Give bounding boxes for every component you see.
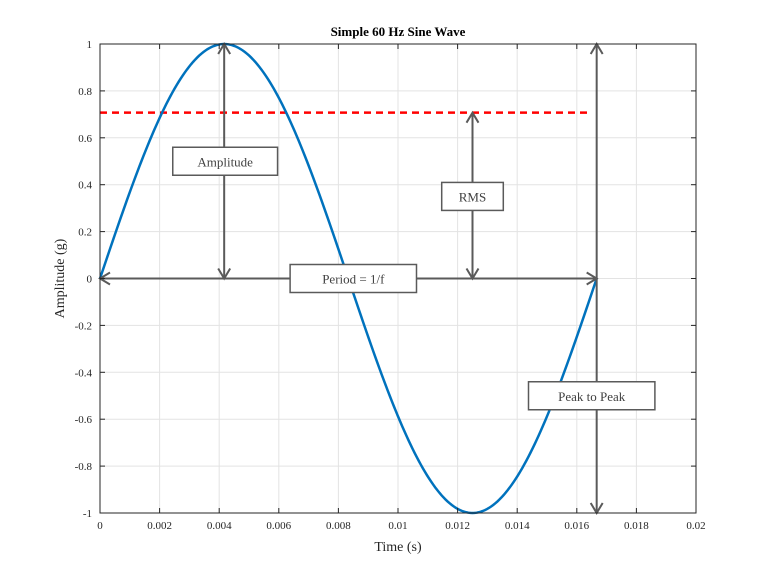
y-tick-label: -0.6 xyxy=(75,414,93,426)
y-tick-label: -0.4 xyxy=(75,367,93,379)
x-tick-label: 0.018 xyxy=(624,520,649,532)
annotation-label: Period = 1/f xyxy=(322,272,385,287)
y-tick-label: -0.2 xyxy=(75,320,92,332)
annotation-label: Amplitude xyxy=(197,154,253,169)
x-axis-title: Time (s) xyxy=(374,540,422,555)
annotation-peak-to-peak: Peak to Peak xyxy=(527,381,656,411)
x-tick-label: 0.014 xyxy=(505,520,530,532)
x-tick-label: 0.02 xyxy=(686,520,705,532)
chart-title: Simple 60 Hz Sine Wave xyxy=(331,24,466,39)
annotation-amplitude: Amplitude xyxy=(172,146,279,176)
x-tick-label: 0.002 xyxy=(147,520,172,532)
x-tick-label: 0.004 xyxy=(207,520,232,532)
y-tick-label: 0 xyxy=(87,274,93,286)
y-tick-label: 1 xyxy=(87,39,93,51)
annotation-boxes: Amplitude RMS Period = 1/f Peak to Peak xyxy=(172,146,656,411)
y-tick-label: 0.2 xyxy=(78,227,92,239)
annotation-rms: RMS xyxy=(440,181,505,212)
y-tick-label: -0.8 xyxy=(75,461,93,473)
x-tick-label: 0.012 xyxy=(445,520,470,532)
y-tick-label: 0.6 xyxy=(78,133,92,145)
annotation-box xyxy=(440,181,505,212)
annotation-period-1-f: Period = 1/f xyxy=(289,263,418,294)
annotation-label: RMS xyxy=(459,189,486,204)
annotation-box xyxy=(527,381,656,411)
x-tick-label: 0.016 xyxy=(564,520,589,532)
y-tick-label: 0.8 xyxy=(78,86,92,98)
arrow-head xyxy=(465,110,480,124)
y-axis-title: Amplitude (g) xyxy=(53,238,68,318)
annotation-label: Peak to Peak xyxy=(558,389,626,404)
axis-ticks xyxy=(99,43,697,514)
annotation-box xyxy=(289,263,418,294)
x-tick-label: 0.01 xyxy=(388,520,407,532)
annotation-box xyxy=(172,146,279,176)
y-tick-label: 0.4 xyxy=(78,180,92,192)
tick-labels: 0 0.002 0.004 0.006 0.008 0.01 0.012 0.014 0.016… xyxy=(75,39,706,532)
x-tick-label: 0.006 xyxy=(266,520,291,532)
y-tick-label: -1 xyxy=(83,508,92,520)
x-tick-label: 0 xyxy=(97,520,103,532)
x-tick-label: 0.008 xyxy=(326,520,351,532)
